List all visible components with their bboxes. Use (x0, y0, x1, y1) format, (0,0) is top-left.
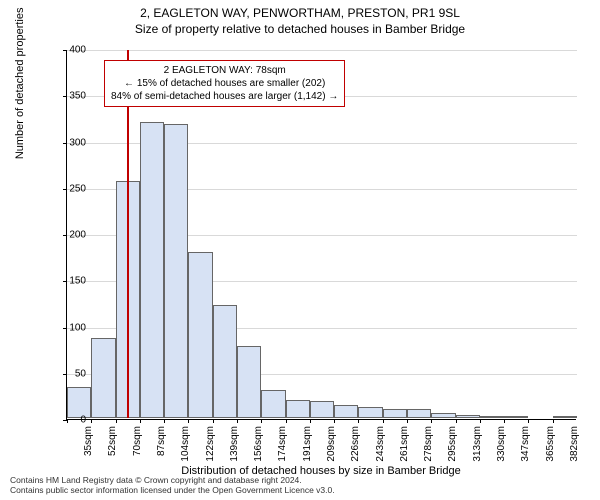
x-tick-label: 191sqm (302, 426, 313, 466)
x-tick-mark (358, 419, 359, 423)
histogram-bar (261, 390, 285, 418)
x-tick-mark (553, 419, 554, 423)
x-tick-mark (116, 419, 117, 423)
x-tick-mark (407, 419, 408, 423)
y-axis-label: Number of detached properties (14, 8, 26, 160)
histogram-bar (67, 387, 91, 418)
info-line-3: 84% of semi-detached houses are larger (… (111, 90, 338, 103)
x-tick-label: 87sqm (156, 426, 167, 466)
x-tick-label: 122sqm (205, 426, 216, 466)
histogram-bar (407, 409, 431, 418)
x-tick-label: 365sqm (545, 426, 556, 466)
reference-info-box: 2 EAGLETON WAY: 78sqm ← 15% of detached … (104, 60, 345, 107)
x-tick-mark (334, 419, 335, 423)
x-tick-label: 347sqm (520, 426, 531, 466)
y-tick-label: 350 (56, 91, 86, 102)
info-line-1: 2 EAGLETON WAY: 78sqm (111, 64, 338, 77)
histogram-bar (383, 409, 407, 418)
x-tick-mark (480, 419, 481, 423)
x-tick-label: 278sqm (423, 426, 434, 466)
histogram-bar (91, 338, 115, 418)
x-tick-label: 330sqm (496, 426, 507, 466)
footer-line-1: Contains HM Land Registry data © Crown c… (10, 475, 335, 486)
y-tick-label: 200 (56, 230, 86, 241)
histogram-bar (213, 305, 237, 418)
histogram-bar (504, 416, 528, 418)
title-sub: Size of property relative to detached ho… (0, 20, 600, 36)
x-tick-mark (383, 419, 384, 423)
histogram-bar (456, 415, 480, 418)
chart-container: 2, EAGLETON WAY, PENWORTHAM, PRESTON, PR… (0, 0, 600, 500)
info-line-2: ← 15% of detached houses are smaller (20… (111, 77, 338, 90)
y-tick-label: 50 (56, 368, 86, 379)
x-tick-mark (237, 419, 238, 423)
x-tick-label: 104sqm (180, 426, 191, 466)
histogram-bar (188, 252, 212, 419)
title-main: 2, EAGLETON WAY, PENWORTHAM, PRESTON, PR… (0, 0, 600, 20)
x-tick-label: 70sqm (132, 426, 143, 466)
y-tick-label: 400 (56, 45, 86, 56)
x-tick-mark (431, 419, 432, 423)
x-tick-label: 156sqm (253, 426, 264, 466)
x-tick-mark (140, 419, 141, 423)
footer-line-2: Contains public sector information licen… (10, 485, 335, 496)
x-tick-label: 52sqm (107, 426, 118, 466)
y-tick-label: 250 (56, 183, 86, 194)
y-tick-label: 0 (56, 415, 86, 426)
x-tick-mark (286, 419, 287, 423)
x-tick-label: 139sqm (229, 426, 240, 466)
x-tick-mark (164, 419, 165, 423)
histogram-bar (310, 401, 334, 418)
x-tick-label: 243sqm (375, 426, 386, 466)
histogram-bar (334, 405, 358, 418)
x-tick-mark (91, 419, 92, 423)
histogram-bar (480, 416, 504, 418)
histogram-bar (164, 124, 188, 418)
histogram-bar (431, 413, 455, 418)
y-tick-label: 300 (56, 137, 86, 148)
x-tick-label: 209sqm (326, 426, 337, 466)
x-tick-label: 35sqm (83, 426, 94, 466)
x-tick-label: 226sqm (350, 426, 361, 466)
y-tick-label: 150 (56, 276, 86, 287)
footer-attribution: Contains HM Land Registry data © Crown c… (10, 475, 335, 496)
histogram-bar (140, 122, 164, 418)
x-tick-mark (528, 419, 529, 423)
x-tick-label: 174sqm (277, 426, 288, 466)
histogram-bar (237, 346, 261, 418)
x-tick-label: 382sqm (569, 426, 580, 466)
gridline (67, 50, 577, 51)
histogram-bar (553, 416, 577, 418)
x-tick-mark (504, 419, 505, 423)
x-tick-label: 313sqm (472, 426, 483, 466)
x-tick-label: 261sqm (399, 426, 410, 466)
x-tick-mark (213, 419, 214, 423)
x-tick-mark (261, 419, 262, 423)
x-tick-mark (456, 419, 457, 423)
y-tick-label: 100 (56, 322, 86, 333)
x-tick-label: 295sqm (447, 426, 458, 466)
histogram-bar (286, 400, 310, 419)
histogram-bar (358, 407, 382, 418)
x-tick-mark (188, 419, 189, 423)
x-tick-mark (310, 419, 311, 423)
chart-area: 35sqm52sqm70sqm87sqm104sqm122sqm139sqm15… (66, 50, 576, 420)
